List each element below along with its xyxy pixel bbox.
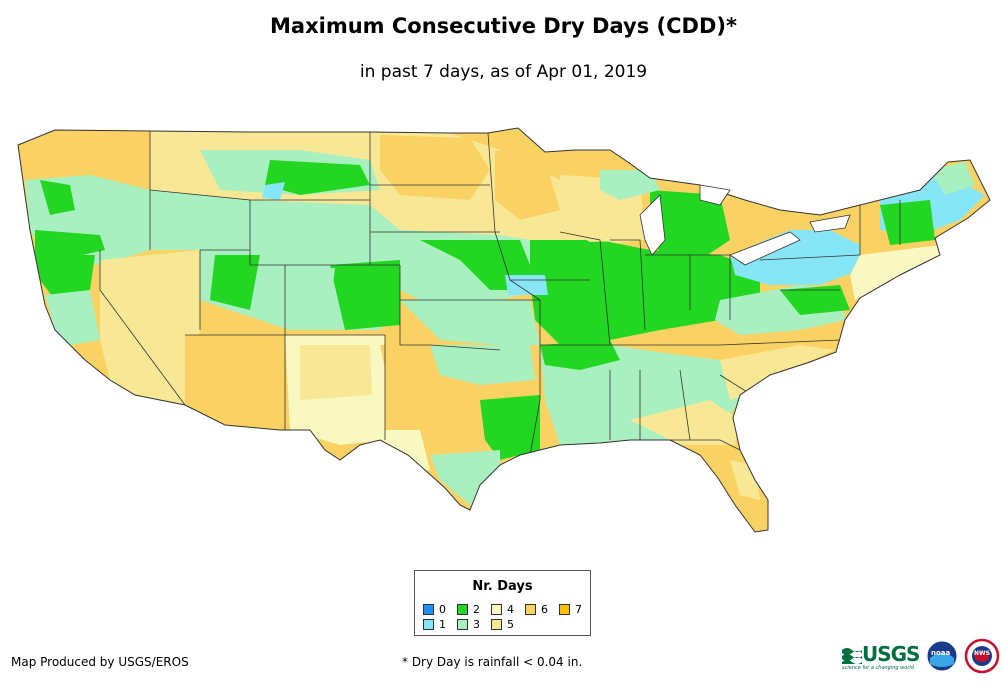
legend-item-3: 3: [457, 618, 480, 631]
legend-item-7: 7: [559, 603, 582, 616]
noaa-logo-text: noaa: [931, 649, 951, 657]
dry-day-footnote: * Dry Day is rainfall < 0.04 in.: [402, 655, 583, 669]
legend-label-4: 4: [507, 603, 514, 616]
usgs-tagline: science for a changing world: [842, 665, 914, 671]
legend-label-6: 6: [541, 603, 548, 616]
map-subtitle: in past 7 days, as of Apr 01, 2019: [359, 62, 648, 82]
legend-item-1: 1: [423, 618, 446, 631]
map-title: Maximum Consecutive Dry Days (CDD)*: [270, 14, 737, 38]
legend-swatch-5: [491, 619, 502, 630]
noaa-logo-icon: [926, 640, 958, 672]
legend-swatch-7: [559, 604, 570, 615]
usgs-logo-icon: [842, 648, 862, 664]
nws-logo-icon: [964, 638, 1000, 674]
nws-logo-text: NWS: [974, 650, 990, 657]
legend-title: Nr. Days: [472, 579, 533, 594]
legend-label-1: 1: [439, 618, 446, 631]
legend-item-6: 6: [525, 603, 548, 616]
legend-swatch-0: [423, 604, 434, 615]
legend: Nr. Days 0 1 2 3 4 5 6 7: [414, 570, 591, 636]
legend-item-5: 5: [491, 618, 514, 631]
legend-swatch-6: [525, 604, 536, 615]
legend-label-7: 7: [575, 603, 582, 616]
legend-label-2: 2: [473, 603, 480, 616]
producer-credit: Map Produced by USGS/EROS: [11, 655, 189, 669]
legend-swatch-1: [423, 619, 434, 630]
usgs-logo-text: USGS: [862, 642, 920, 666]
legend-item-4: 4: [491, 603, 514, 616]
agency-logos: USGS science for a changing world noaa N…: [840, 636, 1005, 686]
legend-label-5: 5: [507, 618, 514, 631]
legend-swatch-2: [457, 604, 468, 615]
legend-swatch-3: [457, 619, 468, 630]
legend-label-0: 0: [439, 603, 446, 616]
legend-item-2: 2: [457, 603, 480, 616]
legend-item-0: 0: [423, 603, 446, 616]
legend-label-3: 3: [473, 618, 480, 631]
legend-swatch-4: [491, 604, 502, 615]
